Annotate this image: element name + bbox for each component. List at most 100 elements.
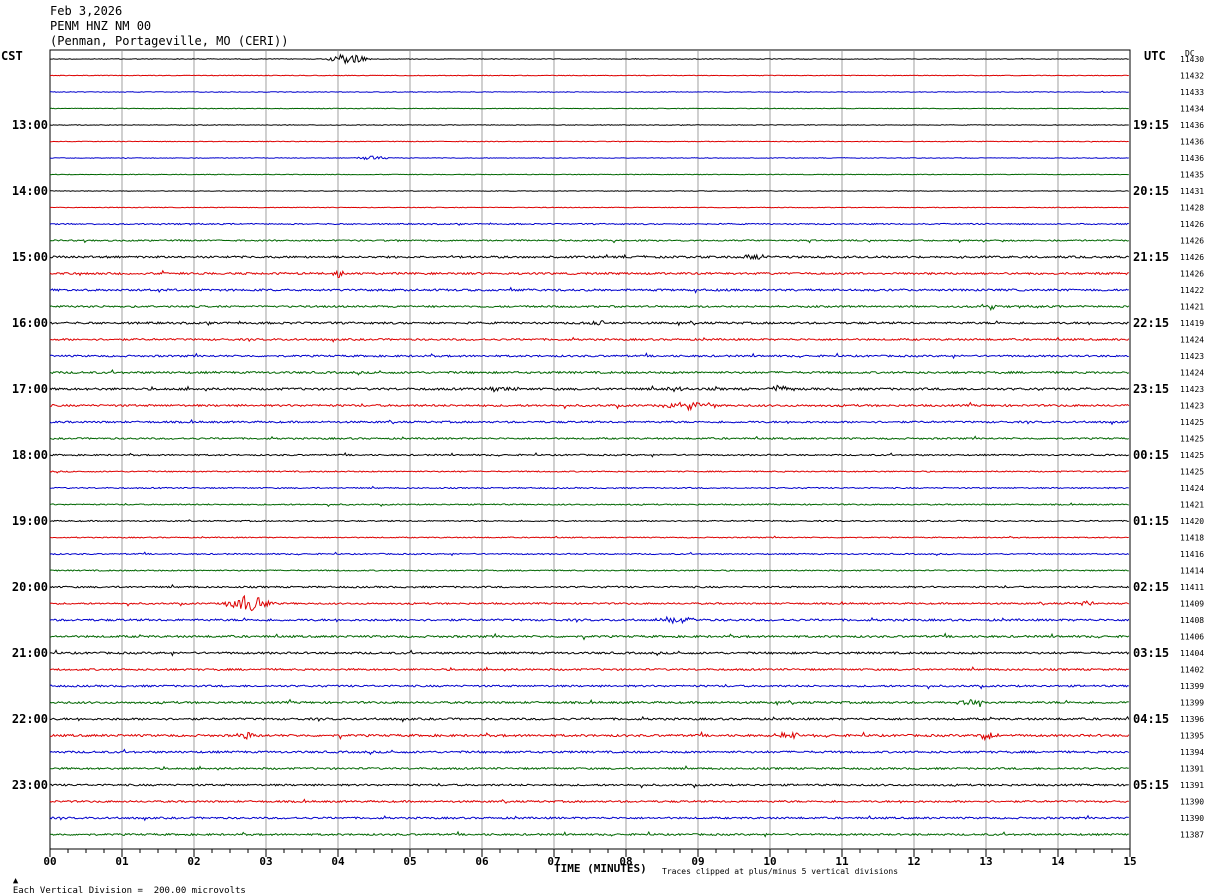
dc-offset-label: 11387 xyxy=(1180,831,1204,840)
dc-offset-label: 11402 xyxy=(1180,666,1204,675)
x-tick-label: 00 xyxy=(43,855,56,868)
trace-line xyxy=(49,107,1129,110)
dc-offset-label: 11421 xyxy=(1180,303,1204,312)
x-tick-label: 06 xyxy=(475,855,489,868)
trace-line xyxy=(49,615,1130,625)
trace-line xyxy=(49,502,1129,508)
dc-offset-label: 11430 xyxy=(1180,55,1204,64)
trace-line xyxy=(49,632,1130,641)
dc-offset-label: 11422 xyxy=(1180,286,1204,295)
dc-offset-label: 11418 xyxy=(1180,534,1204,543)
trace-line xyxy=(49,569,1129,572)
dc-offset-label: 11411 xyxy=(1180,583,1204,592)
trace-line xyxy=(49,782,1129,789)
trace-line xyxy=(50,189,1129,192)
trace-line xyxy=(49,206,1129,209)
x-tick-label: 10 xyxy=(763,855,776,868)
dc-offset-label: 11404 xyxy=(1180,649,1204,658)
dc-offset-label: 11424 xyxy=(1180,484,1204,493)
dc-offset-label: 11420 xyxy=(1180,517,1204,526)
dc-offset-label: 11425 xyxy=(1180,435,1204,444)
dc-offset-label: 11425 xyxy=(1180,418,1204,427)
utc-hour-label: 01:15 xyxy=(1133,514,1169,528)
cst-hour-label: 23:00 xyxy=(12,778,48,792)
trace-line xyxy=(49,269,1129,279)
trace-line xyxy=(49,155,1129,161)
x-tick-label: 05 xyxy=(403,855,416,868)
utc-hour-label: 21:15 xyxy=(1133,250,1169,264)
dc-offset-label: 11435 xyxy=(1180,171,1204,180)
trace-line xyxy=(49,74,1129,77)
trace-line xyxy=(50,485,1129,490)
cst-hour-label: 22:00 xyxy=(12,712,48,726)
trace-line xyxy=(50,53,1129,65)
utc-hour-label: 03:15 xyxy=(1133,646,1169,660)
dc-offset-label: 11406 xyxy=(1180,633,1204,642)
x-tick-label: 09 xyxy=(691,855,704,868)
trace-line xyxy=(49,666,1129,672)
trace-line xyxy=(49,551,1130,557)
trace-line xyxy=(49,451,1130,458)
trace-line xyxy=(49,649,1130,657)
trace-line xyxy=(49,303,1130,312)
dc-offset-label: 11399 xyxy=(1180,682,1204,691)
trace-line xyxy=(49,583,1130,589)
trace-line xyxy=(49,253,1130,261)
trace-line xyxy=(49,594,1130,612)
utc-axis-label: UTC xyxy=(1144,49,1166,63)
utc-hour-label: 04:15 xyxy=(1133,712,1169,726)
trace-line xyxy=(49,239,1129,244)
clip-note: Traces clipped at plus/minus 5 vertical … xyxy=(662,867,899,876)
dc-offset-label: 11426 xyxy=(1180,270,1204,279)
trace-line xyxy=(49,730,1130,742)
trace-line xyxy=(49,286,1129,294)
trace-line xyxy=(49,748,1130,756)
dc-offset-label: 11391 xyxy=(1180,765,1204,774)
trace-line xyxy=(49,336,1130,343)
utc-hour-label: 22:15 xyxy=(1133,316,1169,330)
trace-line xyxy=(49,698,1129,708)
trace-line xyxy=(49,418,1129,426)
cst-hour-label: 14:00 xyxy=(12,184,48,198)
dc-offset-label: 11436 xyxy=(1180,154,1204,163)
trace-line xyxy=(49,683,1129,690)
dc-offset-label: 11436 xyxy=(1180,121,1204,130)
dc-offset-label: 11426 xyxy=(1180,253,1204,262)
trace-line xyxy=(50,90,1129,93)
trace-line xyxy=(49,173,1129,176)
dc-offset-label: 11396 xyxy=(1180,715,1204,724)
x-tick-label: 02 xyxy=(187,855,200,868)
dc-offset-label: 11424 xyxy=(1180,369,1204,378)
dc-offset-label: 11433 xyxy=(1180,88,1204,97)
trace-line xyxy=(49,384,1130,393)
utc-hour-label: 20:15 xyxy=(1133,184,1169,198)
cst-hour-label: 20:00 xyxy=(12,580,48,594)
dc-offset-label: 11428 xyxy=(1180,204,1204,213)
dc-offset-label: 11431 xyxy=(1180,187,1204,196)
utc-hour-label: 02:15 xyxy=(1133,580,1169,594)
x-tick-label: 01 xyxy=(115,855,129,868)
trace-line xyxy=(49,401,1130,412)
utc-hour-label: 19:15 xyxy=(1133,118,1169,132)
dc-offset-label: 11395 xyxy=(1180,732,1204,741)
scale-note: ▲ Each Vertical Division = 200.00 microv… xyxy=(2,866,246,896)
dc-offset-label: 11390 xyxy=(1180,814,1204,823)
dc-offset-label: 11394 xyxy=(1180,748,1204,757)
dc-offset-label: 11436 xyxy=(1180,138,1204,147)
dc-offset-label: 11426 xyxy=(1180,220,1204,229)
dc-offset-label: 11399 xyxy=(1180,699,1204,708)
dc-column-label: DC xyxy=(1185,49,1195,58)
dc-offset-label: 11424 xyxy=(1180,336,1204,345)
x-tick-label: 04 xyxy=(331,855,345,868)
dc-offset-label: 11434 xyxy=(1180,105,1204,114)
trace-line xyxy=(49,368,1130,376)
station-location: (Penman, Portageville, MO (CERI)) xyxy=(50,34,289,48)
cst-hour-label: 13:00 xyxy=(12,118,48,132)
station-mark-icon: ▲ xyxy=(12,876,19,886)
dc-offset-label: 11390 xyxy=(1180,798,1204,807)
x-tick-label: 13 xyxy=(979,855,992,868)
trace-line xyxy=(49,222,1129,226)
dc-offset-label: 11432 xyxy=(1180,72,1204,81)
plot-frame xyxy=(49,49,1131,850)
dc-offset-label: 11423 xyxy=(1180,402,1204,411)
